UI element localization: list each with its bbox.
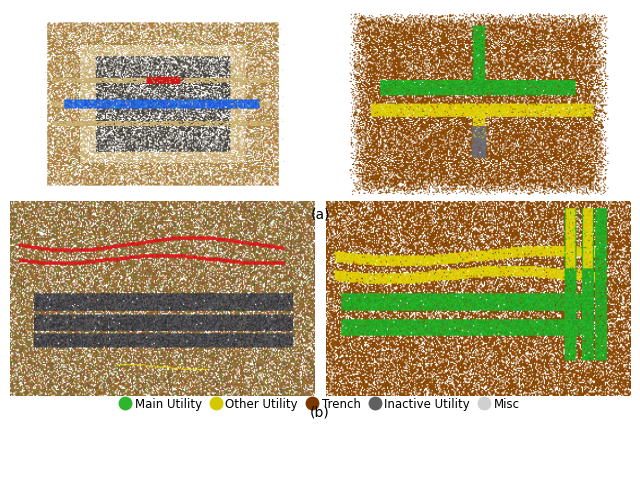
Text: (a): (a) <box>310 207 330 221</box>
Text: (b): (b) <box>310 406 330 420</box>
Legend: Main Utility, Other Utility, Trench, Inactive Utility, Misc: Main Utility, Other Utility, Trench, Ina… <box>120 397 520 410</box>
